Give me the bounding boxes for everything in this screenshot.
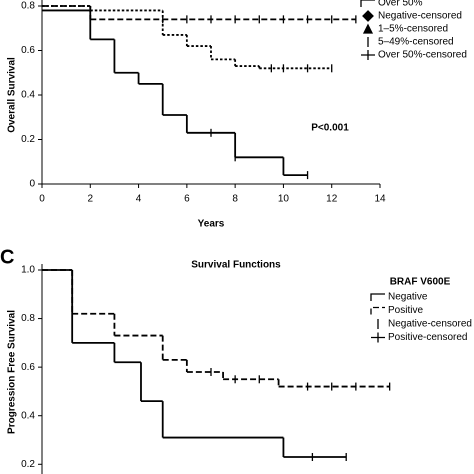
- legend-symbol: [362, 10, 374, 22]
- y-tick-label: 1.0: [21, 265, 35, 276]
- legend-symbol: [371, 332, 385, 343]
- legend-symbol: [370, 293, 385, 301]
- y-tick-label: 0.8: [21, 1, 35, 12]
- legend-label: Negative-censored: [378, 11, 462, 22]
- y-tick-label: 0.4: [21, 410, 35, 421]
- y-tick-label: 0.6: [21, 362, 35, 373]
- x-tick-label: 10: [278, 194, 290, 205]
- legend-symbol: [362, 23, 374, 34]
- panel-label: C: [0, 246, 14, 268]
- legend-label: 1–5%-censored: [378, 24, 448, 35]
- annotation: P<0.001: [311, 123, 349, 134]
- y-tick-label: 0.6: [21, 45, 35, 56]
- x-tick-label: 4: [136, 194, 142, 205]
- y-tick-label: 0.8: [21, 313, 35, 324]
- y-tick-label: 0: [29, 179, 35, 190]
- legend-symbol: [360, 0, 375, 7]
- legend-title: BRAF V600E: [390, 277, 451, 288]
- legend-symbol: [361, 50, 375, 60]
- x-axis-label: Years: [198, 219, 225, 230]
- x-tick-label: 12: [326, 194, 338, 205]
- x-tick-label: 0: [39, 194, 45, 205]
- x-tick-label: 8: [232, 194, 238, 205]
- x-tick-label: 6: [184, 194, 190, 205]
- y-axis-label: Overall Survival: [7, 57, 18, 133]
- y-tick-label: 0.2: [21, 459, 35, 470]
- legend-label: Negative-censored: [388, 319, 472, 330]
- y-tick-label: 0.4: [21, 90, 35, 101]
- x-tick-label: 2: [88, 194, 94, 205]
- legend-label: Negative: [388, 292, 428, 303]
- y-tick-label: 0.2: [21, 134, 35, 145]
- legend-label: Positive: [388, 305, 423, 316]
- y-axis-label: Progression Free Survival: [7, 310, 18, 434]
- legend-label: Positive-censored: [388, 332, 467, 343]
- legend-label: 5–49%-censored: [378, 37, 454, 48]
- chart-title: Survival Functions: [191, 260, 281, 271]
- x-tick-label: 14: [374, 194, 386, 205]
- legend-label: Over 50%: [378, 0, 423, 9]
- legend-symbol: [370, 306, 385, 315]
- legend-label: Over 50%-censored: [378, 50, 467, 61]
